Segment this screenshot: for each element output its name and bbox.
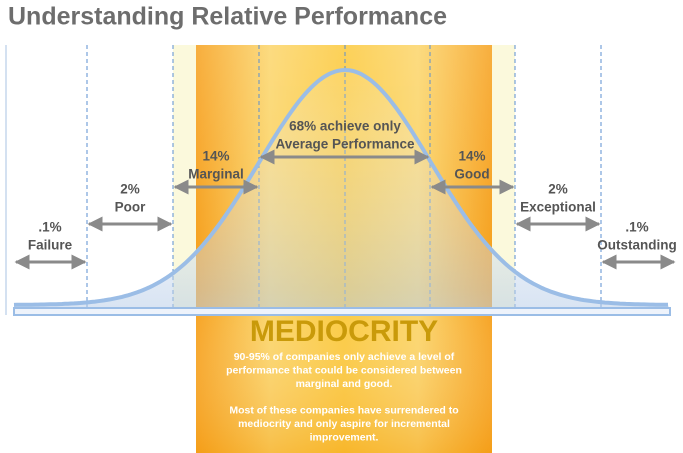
callout-line: mediocrity and only aspire for increment… (238, 418, 450, 430)
segment-label: Outstanding (597, 238, 677, 253)
segment-percent: 2% (120, 182, 140, 197)
segment-label: Poor (115, 200, 146, 215)
segment-percent: 14% (458, 149, 485, 164)
segment-percent: 14% (202, 149, 229, 164)
segment-percent: 68% achieve only (289, 119, 401, 134)
title: Understanding Relative Performance (8, 3, 447, 31)
segment-label: Marginal (188, 167, 244, 182)
segment-label: Exceptional (520, 200, 596, 215)
curve-area (14, 70, 670, 310)
segment-percent: 2% (548, 182, 568, 197)
bell-curve (13, 67, 668, 307)
segment-label: Good (454, 167, 489, 182)
callout-line: 90-95% of companies only achieve a level… (234, 351, 455, 363)
segment-label: Failure (28, 238, 73, 253)
segment-label: Average Performance (275, 137, 415, 152)
callout-line: improvement. (310, 431, 379, 443)
segments: .1% Failure 2% Poor 14% Marginal 68% achieve o… (14, 119, 677, 270)
callout-heading: MEDIOCRITY (250, 315, 438, 348)
callout-text: 90-95% of companies only achieve a level… (226, 351, 462, 444)
callout-line: performance that could be considered bet… (226, 364, 462, 376)
segment-percent: .1% (625, 220, 648, 235)
callout-line: Most of these companies have surrendered… (229, 404, 458, 416)
callout-line: marginal and good. (296, 378, 393, 390)
baseline (13, 307, 671, 316)
segment-percent: .1% (38, 220, 61, 235)
